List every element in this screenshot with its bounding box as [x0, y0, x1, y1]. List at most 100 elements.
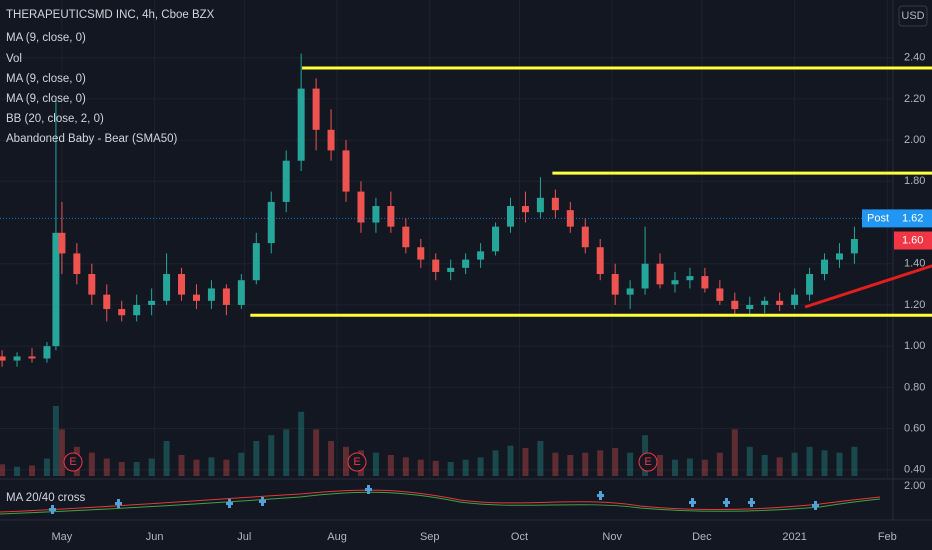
candle-body — [88, 274, 96, 295]
candle-body — [641, 263, 649, 289]
currency-button[interactable] — [898, 5, 928, 27]
volume-bar — [148, 458, 155, 476]
candle-body — [791, 294, 799, 305]
candle-body — [551, 197, 559, 211]
candle-body — [417, 247, 425, 260]
earnings-marker[interactable] — [63, 452, 83, 472]
volume-bar — [627, 452, 634, 476]
volume-bar — [552, 452, 559, 476]
earnings-label[interactable]: E — [353, 456, 360, 468]
earnings-marker[interactable] — [638, 452, 658, 472]
x-tick-label: Jul — [237, 531, 251, 543]
y-tick-label: 2.00 — [904, 134, 925, 146]
candle-body — [432, 259, 440, 272]
indicator-label[interactable]: MA (9, close, 0) — [6, 73, 86, 85]
volume-bar — [298, 411, 305, 476]
event-markers: E E E — [63, 452, 658, 472]
volume-bar — [14, 466, 21, 476]
earnings-label[interactable]: E — [69, 456, 76, 468]
cross-marker — [812, 501, 819, 510]
indicator-axis-label: 2.00 — [904, 480, 925, 492]
candle-body — [387, 206, 395, 227]
ma-40-line — [0, 491, 881, 515]
y-tick-label: 0.80 — [904, 381, 925, 393]
candle-body — [402, 226, 410, 248]
x-tick-label: Feb — [878, 531, 897, 543]
candle-body — [716, 288, 724, 301]
candle-body — [58, 232, 66, 254]
indicator-label[interactable]: Vol — [6, 53, 22, 65]
y-tick-label: 1.00 — [904, 340, 925, 352]
volume-bar — [178, 455, 185, 476]
cross-marker — [226, 499, 233, 508]
y-tick-label: 2.40 — [904, 52, 925, 64]
volume-bar — [761, 455, 768, 476]
volume-bar — [432, 460, 439, 476]
candle-body — [342, 150, 350, 192]
volume-bar — [223, 459, 230, 476]
volume-bar — [776, 457, 783, 476]
volume-bar — [88, 452, 95, 476]
volume-bar — [253, 441, 260, 476]
volume-bar — [701, 459, 708, 476]
volume-bar — [791, 452, 798, 476]
x-tick-label: Sep — [420, 531, 440, 543]
candle-body — [536, 197, 544, 213]
symbol-title[interactable]: THERAPEUTICSMD INC, 4h, Cboe BZX — [6, 9, 215, 21]
candle-body — [267, 201, 275, 244]
volume-bar — [612, 448, 619, 476]
candle-body — [821, 259, 829, 275]
volume-bar — [522, 448, 529, 476]
indicator-label[interactable]: MA (9, close, 0) — [6, 32, 86, 44]
candle-body — [73, 253, 81, 275]
candle-body — [13, 356, 21, 361]
volume-bar — [372, 452, 379, 476]
indicator-title[interactable]: MA 20/40 cross — [6, 492, 86, 504]
volume-bar — [417, 459, 424, 476]
candle-body — [207, 288, 215, 301]
earnings-marker[interactable] — [347, 452, 367, 472]
currency[interactable]: USD — [901, 10, 924, 22]
candle-body — [178, 274, 186, 295]
candle-body — [327, 129, 335, 151]
candle-body — [776, 300, 784, 305]
volume-bar — [821, 450, 828, 476]
session-tag — [862, 209, 894, 228]
indicator-label[interactable]: Abandoned Baby - Bear (SMA50) — [6, 133, 177, 145]
candle-body — [43, 346, 51, 359]
volume-bar — [283, 429, 290, 476]
volume-bar — [537, 441, 544, 476]
candle-body — [477, 251, 485, 260]
volume-bar — [52, 406, 59, 476]
candle-body — [357, 191, 365, 223]
candle-body — [312, 88, 320, 130]
candle-body — [148, 300, 156, 305]
candle-body — [581, 226, 589, 248]
indicator-label[interactable]: BB (20, close, 2, 0) — [6, 113, 104, 125]
cross-marker — [723, 498, 730, 507]
volume-bar — [133, 462, 140, 476]
volume-bar — [567, 455, 574, 476]
x-tick-label: Nov — [602, 531, 622, 543]
cross-marker — [115, 499, 122, 508]
candle-body — [28, 356, 36, 359]
volume-bar — [671, 459, 678, 476]
volume-bar — [686, 458, 693, 476]
price-tag — [894, 209, 932, 228]
volume-bar — [313, 429, 320, 476]
volume-bar — [447, 462, 454, 476]
volume-bar — [58, 429, 65, 476]
earnings-label[interactable]: E — [644, 456, 651, 468]
indicator-label[interactable]: MA (9, close, 0) — [6, 93, 86, 105]
candle-body — [521, 206, 529, 213]
y-tick-label: 1.20 — [904, 299, 925, 311]
volume-bar — [0, 464, 6, 476]
candle-body — [163, 274, 171, 301]
indicator-pane: MA 20/40 cross 2.00 — [0, 480, 925, 515]
volume-bar — [402, 457, 409, 476]
candle-body — [222, 288, 230, 305]
candle-body — [52, 232, 60, 347]
y-tick-label: 1.40 — [904, 258, 925, 270]
candle-body — [671, 280, 679, 285]
